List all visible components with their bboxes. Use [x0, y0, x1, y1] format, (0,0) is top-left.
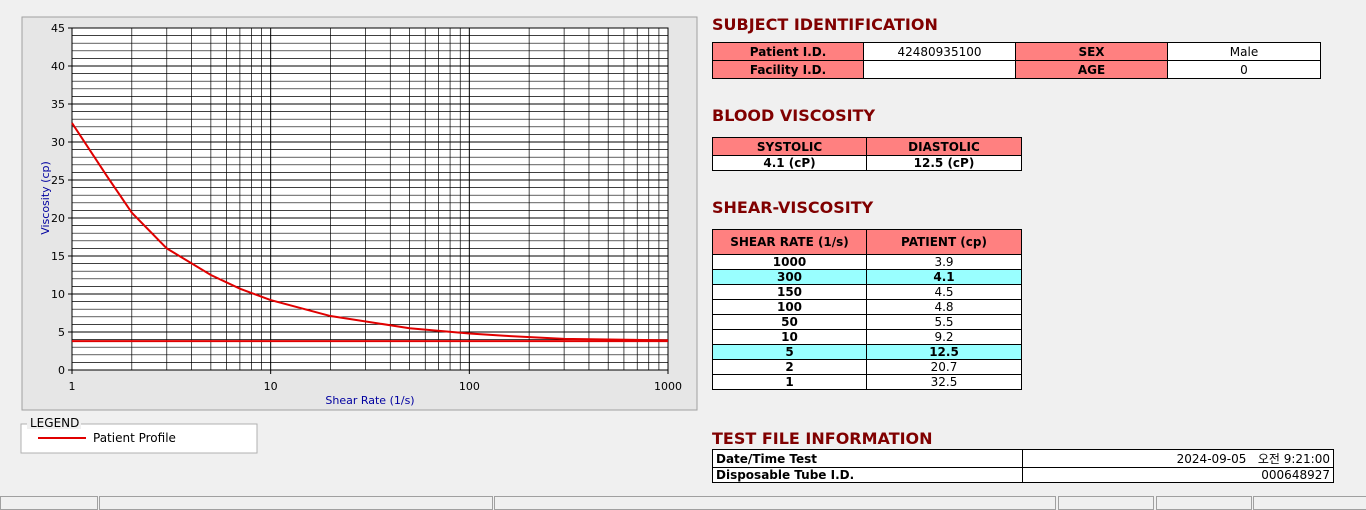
- value-cell: [863, 60, 1016, 79]
- table-row: Facility I.D. AGE 0: [712, 60, 1321, 79]
- table-row: 2 20.7: [712, 359, 1022, 375]
- header-cell: PATIENT (cp): [866, 229, 1022, 255]
- label-cell: Patient I.D.: [712, 42, 864, 61]
- value-cell: 4.8: [866, 299, 1022, 315]
- header-row: SYSTOLIC DIASTOLIC: [712, 137, 1022, 156]
- value-cell: 10: [712, 329, 867, 345]
- table: Date/Time Test 2024-09-05 오전 9:21:00 Dispo…: [712, 449, 1334, 483]
- x-axis-label: Shear Rate (1/s): [325, 394, 414, 407]
- label-cell: Date/Time Test: [712, 449, 1023, 468]
- y-tick-label: 30: [51, 136, 65, 149]
- value-cell: 9.2: [866, 329, 1022, 345]
- header-cell: DIASTOLIC: [866, 137, 1022, 156]
- label-cell: Disposable Tube I.D.: [712, 467, 1023, 483]
- x-tick-label: 1000: [654, 380, 682, 393]
- label-cell: AGE: [1015, 60, 1168, 79]
- series-line: [71, 122, 669, 342]
- section-title: TEST FILE INFORMATION: [712, 429, 933, 448]
- plot-frame: [71, 27, 669, 371]
- value-cell: 5: [712, 344, 867, 360]
- y-tick-label: 25: [51, 174, 65, 187]
- legend-label: Patient Profile: [93, 431, 176, 445]
- label-cell: SEX: [1015, 42, 1168, 61]
- label-cell: Facility I.D.: [712, 60, 864, 79]
- value-cell: 1: [712, 374, 867, 390]
- value-cell: 000648927: [1022, 467, 1334, 483]
- table-row: 50 5.5: [712, 314, 1022, 330]
- value-cell: 2: [712, 359, 867, 375]
- table: Patient I.D. 42480935100 SEX Male Facility I…: [712, 42, 1321, 79]
- legend-title-bg: [27, 417, 81, 429]
- value-cell: 150: [712, 284, 867, 300]
- value-cell: 100: [712, 299, 867, 315]
- table-row: 4.1 (cP) 12.5 (cP): [712, 155, 1022, 171]
- table-row: Date/Time Test 2024-09-05 오전 9:21:00: [712, 449, 1334, 468]
- legend-title: LEGEND: [30, 416, 79, 430]
- table-row: Disposable Tube I.D. 000648927: [712, 467, 1334, 483]
- y-tick-label: 5: [58, 326, 65, 339]
- table-row: 150 4.5: [712, 284, 1022, 300]
- value-cell: 3.9: [866, 254, 1022, 270]
- y-tick-label: 10: [51, 288, 65, 301]
- y-tick-label: 20: [51, 212, 65, 225]
- value-cell: 12.5: [866, 344, 1022, 360]
- table: SYSTOLIC DIASTOLIC 4.1 (cP) 12.5 (cP): [712, 137, 1022, 171]
- value-cell: 4.1: [866, 269, 1022, 285]
- section-title: SUBJECT IDENTIFICATION: [712, 15, 938, 34]
- x-tick-label: 1: [69, 380, 76, 393]
- y-tick-label: 0: [58, 364, 65, 377]
- value-cell: 42480935100: [863, 42, 1016, 61]
- value-cell: 2024-09-05 오전 9:21:00: [1022, 449, 1334, 468]
- section-title: BLOOD VISCOSITY: [712, 106, 876, 125]
- y-tick-label: 15: [51, 250, 65, 263]
- table-row: 300 4.1: [712, 269, 1022, 285]
- y-tick-label: 40: [51, 60, 65, 73]
- value-cell: 4.1 (cP): [712, 155, 867, 171]
- chart: 1 10 100 1000 0 5 10 15 20 25 30 35 40 45 Shear Rate (…: [20, 16, 698, 454]
- value-cell: 300: [712, 269, 867, 285]
- table-row: 5 12.5: [712, 344, 1022, 360]
- value-cell: 50: [712, 314, 867, 330]
- value-cell: 0: [1167, 60, 1321, 79]
- value-cell: Male: [1167, 42, 1321, 61]
- y-tick-label: 45: [51, 22, 65, 35]
- table-row: 1000 3.9: [712, 254, 1022, 270]
- header-row: SHEAR RATE (1/s) PATIENT (cp): [712, 229, 1022, 255]
- table-row: 10 9.2: [712, 329, 1022, 345]
- table: SHEAR RATE (1/s) PATIENT (cp) 1000 3.9 300 4.…: [712, 229, 1022, 390]
- section-title: SHEAR-VISCOSITY: [712, 198, 874, 217]
- value-cell: 4.5: [866, 284, 1022, 300]
- value-cell: 12.5 (cP): [866, 155, 1022, 171]
- table-row: 1 32.5: [712, 374, 1022, 390]
- plot-area: [72, 28, 668, 370]
- value-cell: 5.5: [866, 314, 1022, 330]
- header-cell: SYSTOLIC: [712, 137, 867, 156]
- value-cell: 20.7: [866, 359, 1022, 375]
- value-cell: 32.5: [866, 374, 1022, 390]
- x-tick-label: 100: [459, 380, 480, 393]
- x-tick-label: 10: [264, 380, 278, 393]
- header-cell: SHEAR RATE (1/s): [712, 229, 867, 255]
- y-axis-label: Viscosity (cp): [39, 161, 52, 235]
- table-row: Patient I.D. 42480935100 SEX Male: [712, 42, 1321, 61]
- value-cell: 1000: [712, 254, 867, 270]
- table-row: 100 4.8: [712, 299, 1022, 315]
- y-tick-label: 35: [51, 98, 65, 111]
